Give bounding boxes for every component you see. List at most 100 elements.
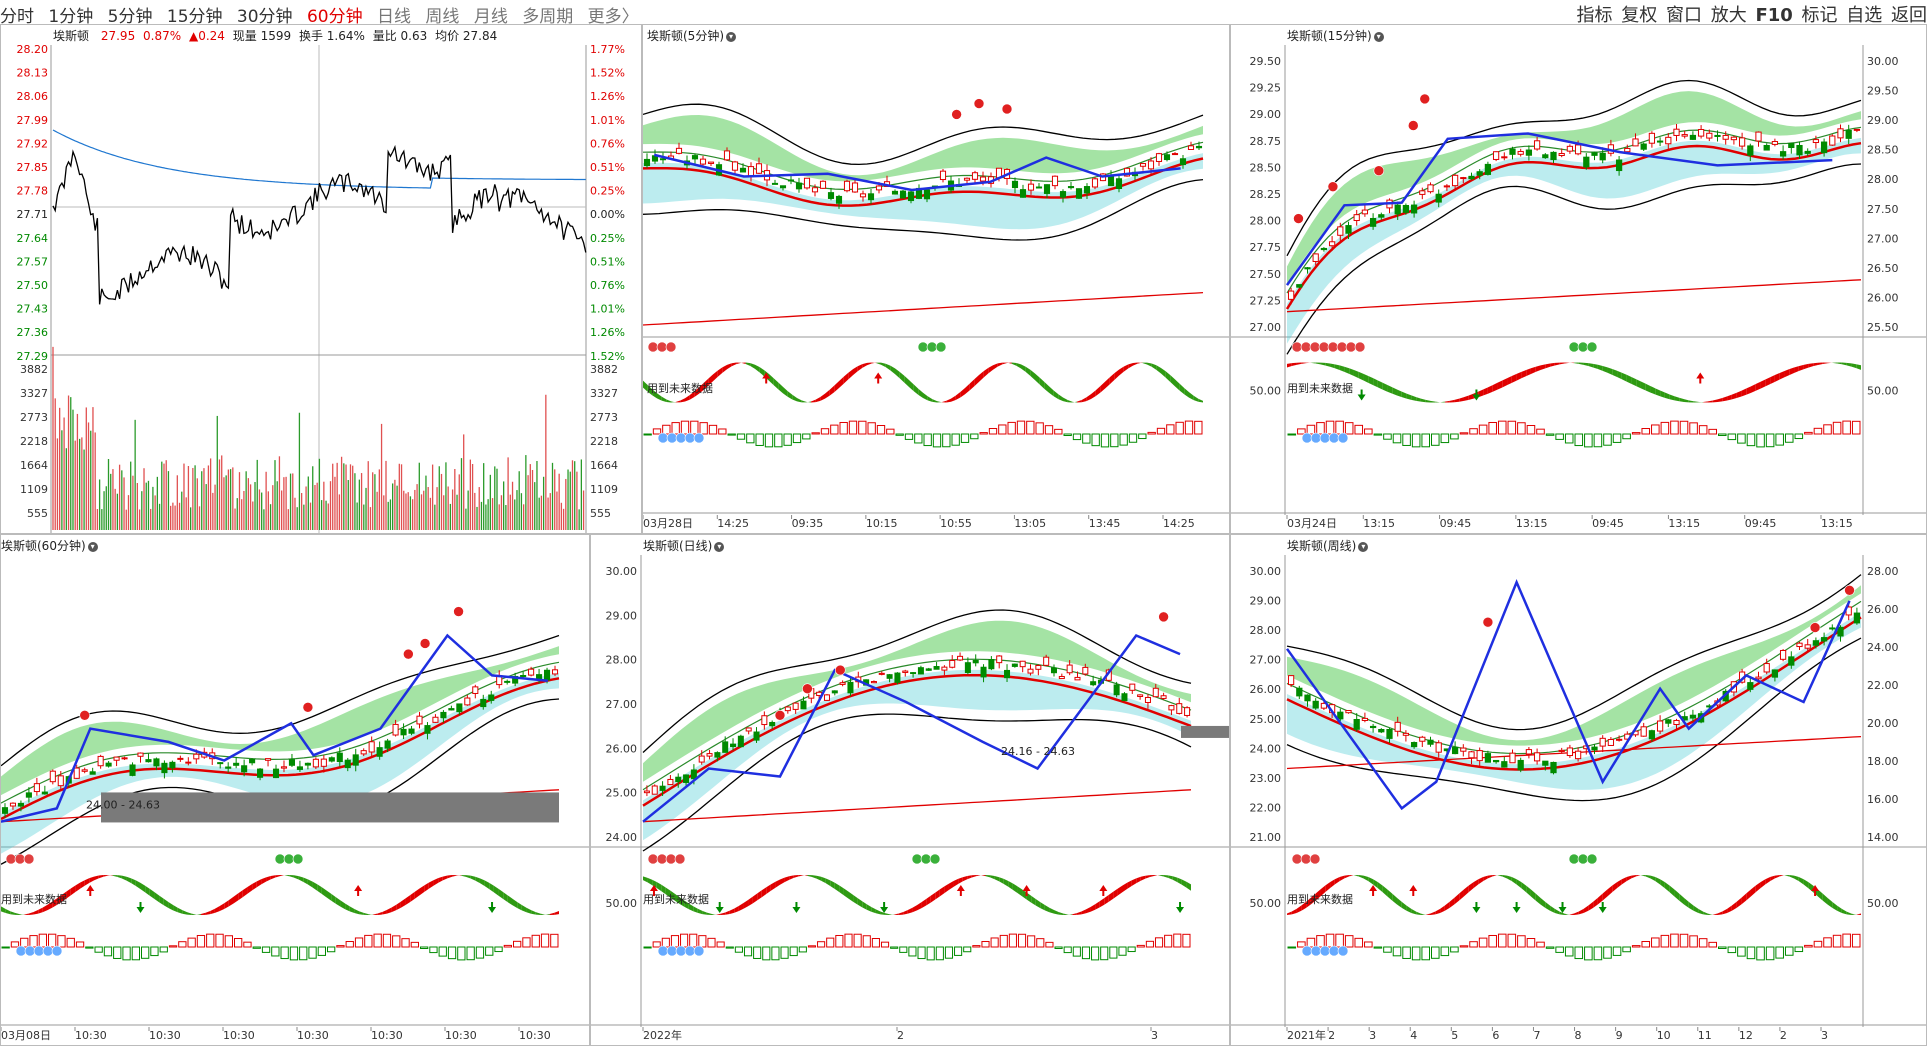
oscillator-ribbon: [1053, 390, 1059, 400]
oscillator-ribbon: [1463, 395, 1469, 401]
oscillator-ribbon: [706, 912, 712, 915]
candle: [1147, 160, 1155, 170]
tab-30min[interactable]: 30分钟: [236, 7, 293, 27]
tab-more[interactable]: 更多〉: [587, 7, 639, 27]
oscillator-ribbon: [1325, 882, 1331, 893]
histogram-bar: [727, 433, 736, 436]
histogram-bar: [899, 946, 908, 953]
oscillator-ribbon: [1296, 362, 1302, 365]
settings-icon[interactable]: ▾: [714, 541, 725, 552]
oscillator-ribbon: [1593, 897, 1598, 908]
daily-panel[interactable]: 埃斯顿(日线) ▾ 30.00 29.00 28.00 27.00 26.00 25.00 2…: [590, 534, 1230, 1046]
oscillator-ribbon: [1559, 362, 1565, 365]
histogram-bar: [113, 946, 122, 959]
oscillator-ribbon: [899, 371, 905, 383]
settings-icon[interactable]: ▾: [1373, 31, 1384, 42]
oscillator-ribbon: [1397, 897, 1402, 908]
oscillator-ribbon: [1578, 362, 1584, 365]
oscillator-ribbon: [997, 362, 1003, 367]
tab-daily[interactable]: 日线: [377, 7, 412, 27]
date-label: 2: [1328, 1029, 1335, 1042]
candle: [1113, 684, 1120, 696]
oscillator-ribbon: [1435, 908, 1441, 915]
oscillator-ribbon: [1133, 362, 1138, 366]
tab-monthly[interactable]: 月线: [473, 7, 508, 27]
date-label: 2022年: [643, 1028, 682, 1042]
candle: [1075, 188, 1083, 199]
histogram-bar: [734, 946, 743, 953]
volume-icon: [1301, 945, 1313, 957]
oscillator-ribbon: [400, 898, 406, 908]
tab-5min[interactable]: 5分钟: [107, 7, 153, 27]
m15-panel[interactable]: 埃斯顿(15分钟) ▾ 29.50 29.25 29.00 28.75 28.50 28.2…: [1230, 24, 1927, 534]
histogram-bar: [1440, 433, 1450, 444]
m60-panel[interactable]: 埃斯顿(60分钟) ▾ 24.00 - 24.63 03月08日 10:30 10:30…: [0, 534, 590, 1046]
oscillator-ribbon: [89, 876, 94, 883]
watchlist-button[interactable]: 自选: [1846, 5, 1883, 26]
candle: [745, 727, 752, 732]
weekly-panel[interactable]: 埃斯顿(周线) ▾ 30.00 29.00 28.00 27.00 26.00 25.00 2…: [1230, 534, 1927, 1046]
oscillator-ribbon: [228, 896, 234, 907]
oscillator-ribbon: [428, 880, 434, 889]
indicator-button[interactable]: 指标: [1576, 5, 1613, 26]
date-label: 13:15: [1516, 517, 1548, 530]
tab-multi-period[interactable]: 多周期: [522, 7, 574, 27]
ma-red-line: [1285, 141, 1862, 310]
oscillator-ribbon: [1095, 901, 1100, 910]
buy-signal-icon: [1844, 584, 1855, 596]
price-tick: 27.00: [1867, 232, 1899, 245]
tab-weekly[interactable]: 周线: [425, 7, 460, 27]
candle: [1410, 742, 1418, 748]
candle: [707, 161, 715, 164]
histogram-bar: [871, 938, 880, 948]
oscillator-ribbon: [839, 885, 844, 896]
histogram-bar: [1469, 941, 1478, 948]
oscillator-ribbon: [745, 362, 751, 367]
oscillator-ribbon: [24, 913, 29, 915]
oscillator-ribbon: [377, 911, 383, 915]
histogram-bar: [234, 938, 243, 948]
oscillator-ribbon: [80, 880, 85, 889]
oscillator-ribbon: [741, 362, 746, 364]
histogram-bar: [85, 946, 94, 949]
volume-icon: [675, 432, 687, 444]
settings-icon[interactable]: ▾: [87, 541, 98, 552]
oscillator-ribbon: [1774, 372, 1780, 382]
oscillator-ribbon: [1856, 364, 1861, 370]
oscillator-ribbon: [839, 376, 844, 389]
window-button[interactable]: 窗口: [1665, 5, 1702, 26]
tab-1min[interactable]: 1分钟: [48, 7, 94, 27]
candle: [1697, 128, 1705, 137]
settings-icon[interactable]: ▾: [726, 31, 736, 42]
buy-signal-icon: [419, 638, 431, 649]
oscillator-ribbon: [19, 914, 25, 915]
histogram-bar: [764, 433, 774, 448]
tab-15min[interactable]: 15分钟: [166, 7, 223, 27]
volume-icon: [657, 432, 669, 444]
price-tick: 27.57: [17, 255, 49, 268]
pct-tick: 0.25%: [590, 232, 625, 245]
adjust-button[interactable]: 复权: [1621, 5, 1658, 26]
candle: [1730, 136, 1738, 141]
histogram-bar: [438, 946, 447, 957]
price-tick: 27.78: [17, 185, 49, 198]
mark-button[interactable]: 标记: [1801, 5, 1838, 26]
buy-signal-icon: [1001, 103, 1013, 115]
intraday-panel[interactable]: 埃斯顿 27.95 0.87% ▲0.24 现量 1599 换手 1.64% 量…: [0, 24, 642, 534]
price-tick: 29.00: [1250, 595, 1282, 608]
back-button[interactable]: 返回: [1891, 5, 1927, 26]
settings-icon[interactable]: ▾: [1358, 541, 1369, 552]
m5-panel[interactable]: 埃斯顿(5分钟) ▾ 03月28日 14:25 09:35 10:15 10:55 13:0…: [642, 24, 1230, 534]
candle: [690, 769, 697, 780]
histogram-bar: [725, 946, 734, 949]
oscillator-ribbon: [1136, 876, 1141, 884]
candle: [1648, 730, 1656, 740]
oscillator-ribbon: [1339, 365, 1345, 372]
oscillator-ribbon: [1707, 400, 1713, 403]
tab-fenshi[interactable]: 分时: [0, 7, 34, 27]
f10-button[interactable]: F10: [1755, 5, 1793, 26]
oscillator-ribbon: [1813, 362, 1818, 367]
tab-60min[interactable]: 60分钟: [306, 7, 363, 27]
price-tick: 28.00: [606, 654, 638, 667]
zoom-button[interactable]: 放大: [1710, 5, 1747, 26]
